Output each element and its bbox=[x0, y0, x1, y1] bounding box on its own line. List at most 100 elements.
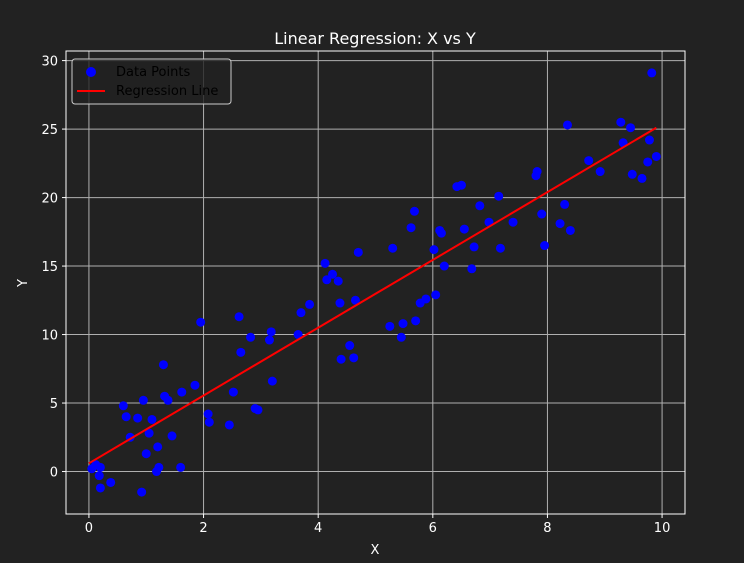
data-point bbox=[353, 247, 363, 257]
legend-data-points-marker bbox=[86, 67, 96, 77]
data-point bbox=[565, 225, 575, 235]
y-axis-ticks: 0 5 10 15 20 25 30 bbox=[41, 55, 66, 481]
data-point bbox=[626, 123, 636, 133]
data-point bbox=[345, 341, 355, 351]
data-point bbox=[436, 228, 446, 238]
y-tick-label: 5 bbox=[50, 397, 58, 412]
y-axis-label: Y bbox=[16, 279, 31, 288]
data-point bbox=[560, 199, 570, 209]
x-tick-label: 10 bbox=[654, 521, 671, 536]
data-point bbox=[616, 117, 626, 127]
data-point bbox=[421, 294, 431, 304]
data-point bbox=[644, 135, 654, 145]
data-point bbox=[144, 428, 154, 438]
data-point bbox=[406, 223, 416, 233]
data-point bbox=[495, 243, 505, 253]
data-point bbox=[296, 308, 306, 318]
y-tick-label: 25 bbox=[41, 123, 58, 138]
data-point bbox=[106, 477, 116, 487]
data-point bbox=[335, 298, 345, 308]
data-point bbox=[154, 462, 164, 472]
y-tick-label: 30 bbox=[41, 55, 58, 70]
data-point bbox=[147, 414, 157, 424]
data-point bbox=[396, 332, 406, 342]
data-point bbox=[190, 380, 200, 390]
data-point bbox=[469, 242, 479, 252]
data-point bbox=[167, 431, 177, 441]
data-point bbox=[322, 275, 332, 285]
data-point bbox=[204, 417, 214, 427]
legend: Data Points Regression Line bbox=[71, 58, 232, 105]
data-point bbox=[95, 483, 105, 493]
data-point bbox=[133, 413, 143, 423]
data-point bbox=[264, 335, 274, 345]
data-point bbox=[153, 442, 163, 452]
data-point bbox=[336, 354, 346, 364]
data-point bbox=[595, 167, 605, 177]
legend-data-points-label: Data Points bbox=[116, 65, 190, 80]
data-point bbox=[94, 471, 104, 481]
data-point bbox=[637, 173, 647, 183]
data-point bbox=[305, 299, 315, 309]
data-point bbox=[118, 401, 128, 411]
data-point bbox=[141, 449, 151, 459]
x-axis-ticks: 0 2 4 6 8 10 bbox=[85, 514, 671, 536]
y-tick-label: 20 bbox=[41, 192, 58, 207]
data-point bbox=[163, 395, 173, 405]
data-point bbox=[475, 201, 485, 211]
x-tick-label: 0 bbox=[85, 521, 93, 536]
data-point bbox=[246, 332, 256, 342]
data-point bbox=[459, 224, 469, 234]
x-axis-label: X bbox=[371, 543, 380, 558]
data-point bbox=[584, 156, 594, 166]
data-points-series bbox=[87, 68, 661, 497]
y-tick-label: 0 bbox=[50, 466, 58, 481]
data-point bbox=[456, 180, 466, 190]
legend-box bbox=[71, 58, 232, 105]
data-point bbox=[508, 217, 518, 227]
data-point bbox=[253, 405, 263, 415]
data-point bbox=[540, 241, 550, 251]
data-point bbox=[537, 209, 547, 219]
x-tick-label: 4 bbox=[314, 521, 322, 536]
data-point bbox=[555, 219, 565, 229]
data-point bbox=[429, 245, 439, 255]
data-point bbox=[328, 269, 338, 279]
data-point bbox=[627, 169, 637, 179]
data-point bbox=[651, 151, 661, 161]
data-point bbox=[203, 409, 213, 419]
x-tick-label: 6 bbox=[429, 521, 437, 536]
data-point bbox=[333, 276, 343, 286]
data-point bbox=[196, 317, 206, 327]
data-point bbox=[439, 261, 449, 271]
regression-line-series bbox=[88, 126, 657, 465]
data-point bbox=[411, 316, 421, 326]
data-point bbox=[95, 462, 105, 472]
data-point bbox=[176, 462, 186, 472]
data-point bbox=[137, 487, 147, 497]
data-point bbox=[467, 264, 477, 274]
x-tick-label: 2 bbox=[199, 521, 207, 536]
legend-regression-line-label: Regression Line bbox=[116, 84, 218, 99]
data-point bbox=[293, 330, 303, 340]
data-point bbox=[267, 376, 277, 386]
x-tick-label: 8 bbox=[543, 521, 551, 536]
chart-title: Linear Regression: X vs Y bbox=[274, 29, 476, 48]
data-point bbox=[266, 327, 276, 337]
data-point bbox=[138, 395, 148, 405]
data-point bbox=[385, 321, 395, 331]
data-point bbox=[398, 319, 408, 329]
data-point bbox=[532, 167, 542, 177]
data-point bbox=[409, 206, 419, 216]
data-point bbox=[228, 387, 238, 397]
data-point bbox=[647, 68, 657, 78]
data-point bbox=[234, 312, 244, 322]
data-point bbox=[494, 191, 504, 201]
y-tick-label: 15 bbox=[41, 260, 58, 275]
axes-frame bbox=[65, 50, 686, 515]
data-point bbox=[158, 360, 168, 370]
data-point bbox=[121, 412, 131, 422]
data-point bbox=[388, 243, 398, 253]
